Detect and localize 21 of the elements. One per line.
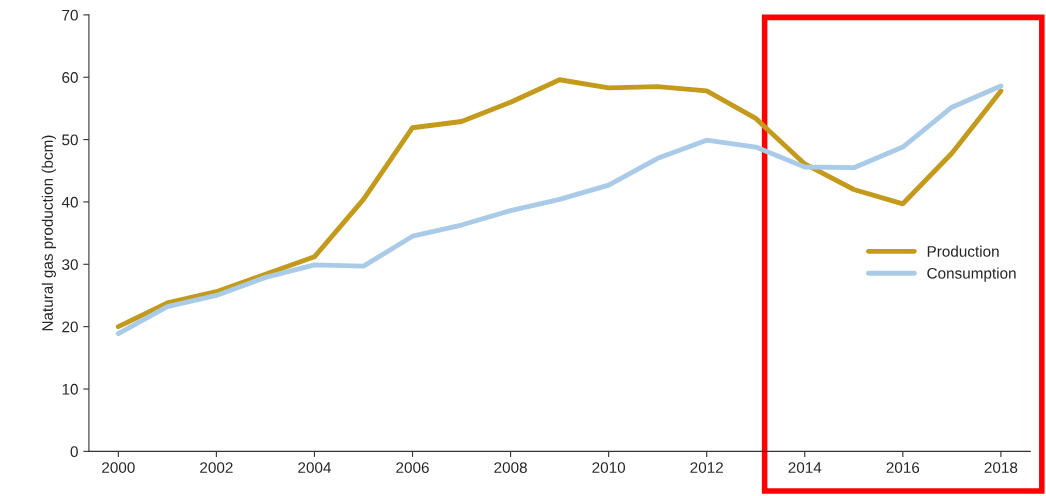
x-tick-label: 2004	[298, 462, 331, 473]
x-tick-label: 2000	[102, 462, 135, 473]
y-tick-label: 70	[62, 9, 78, 21]
y-tick-label: 20	[62, 321, 78, 333]
y-tick-label: 40	[61, 196, 78, 208]
y-tick-label: 60	[62, 72, 78, 83]
legend-label: Consumption	[927, 267, 1016, 282]
x-tick-label: 2002	[200, 462, 233, 473]
y-tick-label: 30	[62, 259, 78, 270]
x-tick-label: 2016	[886, 462, 920, 473]
y-axis-title: Natural gas production (bcm)	[41, 135, 56, 331]
y-tick-label: 10	[62, 383, 78, 395]
x-tick-label: 2008	[494, 462, 527, 473]
x-tick-label: 2014	[788, 462, 822, 473]
legend-label: Production	[927, 245, 999, 257]
x-tick-label: 2018	[984, 462, 1018, 473]
x-tick-label: 2010	[592, 462, 626, 473]
x-tick-label: 2012	[690, 462, 723, 473]
y-tick-label: 50	[62, 134, 78, 146]
y-tick-label: 0	[70, 446, 78, 458]
x-tick-label: 2006	[396, 462, 429, 473]
